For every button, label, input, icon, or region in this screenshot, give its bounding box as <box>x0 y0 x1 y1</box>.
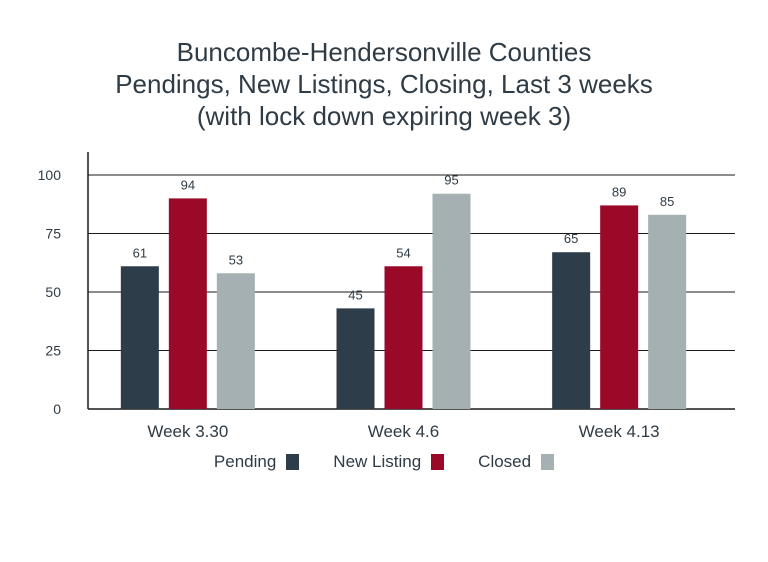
bar-pending-3 <box>552 252 591 409</box>
x-tick-label-3: Week 4.13 <box>579 422 660 441</box>
chart-title: Buncombe-Hendersonville Counties Pending… <box>0 36 768 132</box>
legend-item-new-listing: New Listing <box>333 452 445 472</box>
bar-closed-1 <box>216 273 255 409</box>
data-label-new-listing-1: 94 <box>181 177 195 192</box>
x-tick-label-2: Week 4.6 <box>368 422 440 441</box>
y-tick-label-75: 75 <box>45 226 61 242</box>
data-label-closed-2: 95 <box>444 173 458 188</box>
legend-swatch-pending <box>286 454 300 470</box>
bar-new-listing-3 <box>600 205 639 409</box>
data-label-new-listing-2: 54 <box>396 245 410 260</box>
data-label-pending-2: 45 <box>348 287 362 302</box>
data-label-closed-3: 85 <box>660 194 674 209</box>
legend-label-pending: Pending <box>213 452 277 471</box>
y-tick-label-50: 50 <box>45 284 61 300</box>
legend-item-pending: Pending <box>213 452 300 472</box>
bar-pending-1 <box>120 266 159 409</box>
y-tick-label-100: 100 <box>38 167 62 183</box>
bar-closed-3 <box>648 214 687 409</box>
chart-title-line-2: Pendings, New Listings, Closing, Last 3 … <box>115 69 653 99</box>
legend-swatch-new-listing <box>431 454 445 470</box>
legend-label-new-listing: New Listing <box>333 452 422 471</box>
chart-title-line-3: (with lock down expiring week 3) <box>196 101 572 131</box>
data-label-pending-3: 65 <box>564 231 578 246</box>
chart-title-line-1: Buncombe-Hendersonville Counties <box>176 37 592 67</box>
data-label-new-listing-3: 89 <box>612 184 626 199</box>
legend-swatch-closed <box>541 454 555 470</box>
bar-pending-2 <box>336 308 375 409</box>
y-tick-label-25: 25 <box>45 343 61 359</box>
data-label-closed-1: 53 <box>229 252 243 267</box>
bar-new-listing-2 <box>384 266 423 409</box>
y-tick-label-0: 0 <box>53 401 61 417</box>
data-label-pending-1: 61 <box>133 245 147 260</box>
legend-item-closed: Closed <box>478 452 555 472</box>
x-tick-label-1: Week 3.30 <box>147 422 228 441</box>
bar-new-listing-1 <box>168 198 207 409</box>
legend: Pending New Listing Closed <box>0 452 768 472</box>
legend-label-closed: Closed <box>478 452 532 471</box>
bar-closed-2 <box>432 193 471 409</box>
